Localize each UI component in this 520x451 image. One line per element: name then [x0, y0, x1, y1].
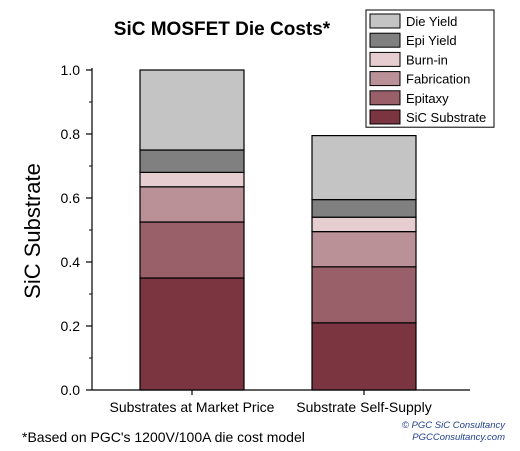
bar-segment	[311, 266, 417, 324]
legend-swatch	[369, 13, 401, 29]
legend-swatch	[369, 32, 401, 48]
legend-label: SiC Substrate	[406, 110, 486, 125]
bar-segment	[311, 231, 417, 268]
legend-label: Epi Yield	[406, 33, 457, 48]
x-tick-label: Substrate Self-Supply	[296, 399, 431, 415]
legend: Die Yield Epi Yield Burn-in Fabrication Epit…	[365, 9, 495, 128]
legend-box	[365, 9, 495, 128]
y-tick-label: 0.2	[61, 318, 81, 334]
bar-segment	[139, 277, 245, 391]
y-tick-label: 0.8	[61, 126, 81, 142]
legend-label: Burn-in	[406, 52, 448, 67]
legend-swatch	[369, 51, 401, 67]
bar-segment	[139, 149, 245, 173]
x-tick-label: Substrates at Market Price	[110, 399, 275, 415]
y-axis-label: SiC Substrate	[20, 163, 45, 299]
y-tick-label: 0.0	[61, 382, 81, 398]
credit-line-1: © PGC SiC Consultancy	[402, 420, 506, 431]
y-tick-label: 0.6	[61, 190, 81, 206]
legend-label: Epitaxy	[406, 91, 449, 106]
bar-segment	[139, 69, 245, 151]
bar-segment	[139, 186, 245, 223]
bar-segment	[139, 221, 245, 279]
legend-swatch	[369, 109, 401, 125]
legend-label: Fabrication	[406, 72, 470, 87]
footnote: *Based on PGC's 1200V/100A die cost mode…	[22, 429, 305, 445]
y-tick-label: 0.4	[61, 254, 81, 270]
bar-segment	[139, 171, 245, 188]
chart-title: SiC MOSFET Die Costs*	[114, 19, 331, 40]
legend-label: Die Yield	[406, 14, 457, 29]
bar-segment	[311, 322, 417, 391]
credit-line-2: PGCConsultancy.com	[412, 432, 505, 443]
y-tick-label: 1.0	[61, 62, 81, 78]
plot-area: 0.0 0.2 0.4 0.6 0.8 1.0 Substrates at Market P…	[61, 62, 470, 415]
bar-segment	[311, 135, 417, 201]
legend-swatch	[369, 71, 401, 87]
bar-segment	[311, 216, 417, 233]
bar-segment	[311, 199, 417, 218]
legend-swatch	[369, 90, 401, 106]
